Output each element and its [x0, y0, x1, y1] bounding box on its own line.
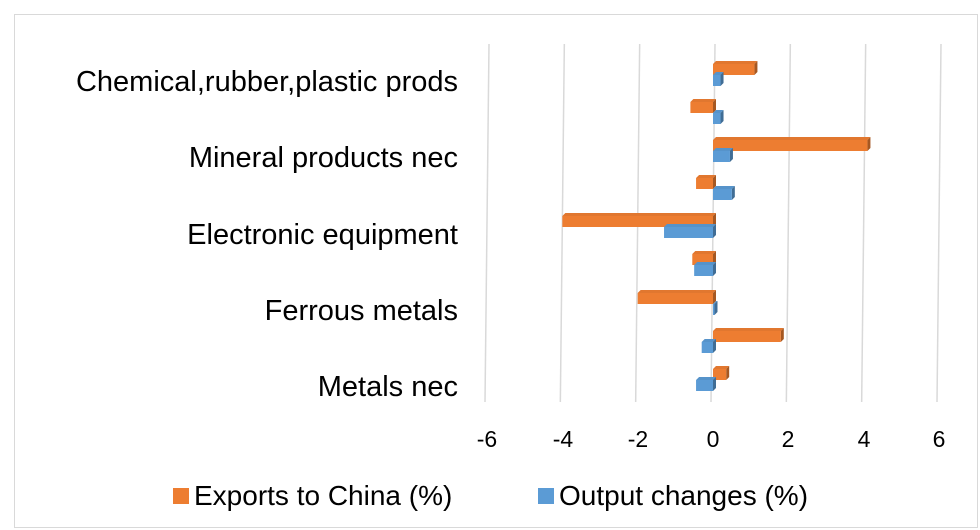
bar-output	[694, 262, 716, 276]
x-tick-label: -4	[553, 426, 574, 452]
legend-label-exports: Exports to China (%)	[194, 480, 452, 511]
legend-swatch-exports	[173, 488, 189, 504]
category-label: Electronic equipment	[187, 219, 458, 251]
grid-line	[785, 43, 792, 403]
category-labels: Chemical,rubber,plastic prods Mineral pr…	[76, 66, 458, 403]
grid-line	[860, 43, 867, 403]
x-tick-label: 4	[858, 426, 871, 452]
category-label: Metals nec	[318, 371, 458, 403]
category-label: Ferrous metals	[265, 295, 458, 327]
bar-output	[713, 186, 735, 200]
bar-exports	[713, 366, 730, 380]
bar-exports	[713, 61, 758, 75]
category-label: Mineral products nec	[189, 142, 458, 174]
bar-exports	[713, 137, 871, 151]
x-tick-label: -2	[628, 426, 648, 452]
bar-exports	[637, 290, 716, 304]
legend-swatch-output	[538, 488, 554, 504]
x-tick-label: 2	[782, 426, 795, 452]
bar-output	[713, 301, 718, 315]
bar-exports	[690, 99, 716, 113]
legend: Exports to China (%) Output changes (%)	[173, 480, 808, 511]
category-label: Chemical,rubber,plastic prods	[76, 66, 458, 98]
bar-output	[713, 148, 733, 162]
legend-label-output: Output changes (%)	[559, 480, 808, 511]
chart-frame	[14, 14, 978, 528]
x-tick-label: 0	[707, 426, 720, 452]
grid-line	[936, 43, 942, 403]
x-tick-label: 6	[933, 426, 946, 452]
bar-output	[696, 377, 716, 391]
bar-output	[713, 72, 724, 86]
bar-marks	[562, 61, 871, 391]
bar-exports	[696, 175, 716, 189]
bar-exports	[713, 328, 784, 342]
bar-exports	[562, 213, 716, 227]
x-tick-label: -6	[477, 426, 497, 452]
x-tick-labels: -6 -4 -2 0 2 4 6	[477, 426, 946, 452]
bar-output	[713, 110, 724, 124]
bar-exports	[692, 251, 716, 265]
bar-output	[664, 224, 716, 238]
grid-lines	[484, 43, 942, 403]
grid-line	[484, 43, 490, 403]
bar-output	[701, 339, 716, 353]
